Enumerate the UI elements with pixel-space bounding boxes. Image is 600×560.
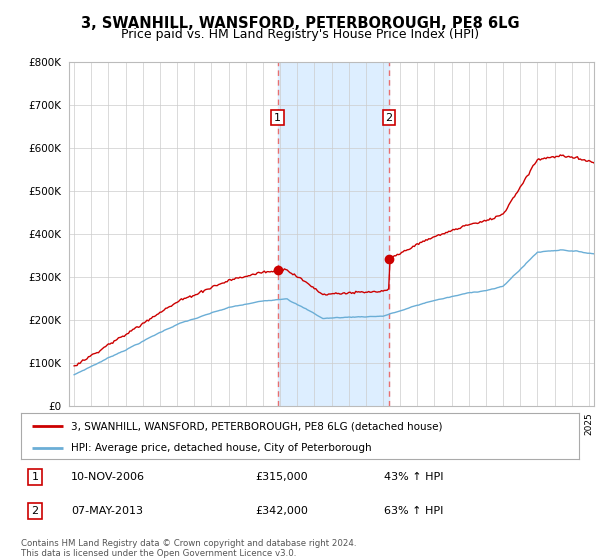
Text: 3, SWANHILL, WANSFORD, PETERBOROUGH, PE8 6LG (detached house): 3, SWANHILL, WANSFORD, PETERBOROUGH, PE8…	[71, 421, 443, 431]
Text: 2: 2	[31, 506, 38, 516]
Text: 3, SWANHILL, WANSFORD, PETERBOROUGH, PE8 6LG: 3, SWANHILL, WANSFORD, PETERBOROUGH, PE8…	[80, 16, 520, 31]
Bar	[278, 62, 389, 406]
Text: Contains HM Land Registry data © Crown copyright and database right 2024.
This d: Contains HM Land Registry data © Crown c…	[21, 539, 356, 558]
Text: £315,000: £315,000	[256, 472, 308, 482]
Text: 43% ↑ HPI: 43% ↑ HPI	[384, 472, 443, 482]
Text: 1: 1	[274, 113, 281, 123]
Text: 07-MAY-2013: 07-MAY-2013	[71, 506, 143, 516]
Text: £342,000: £342,000	[256, 506, 308, 516]
Text: 1: 1	[31, 472, 38, 482]
Text: 2: 2	[386, 113, 393, 123]
Text: 10-NOV-2006: 10-NOV-2006	[71, 472, 145, 482]
Text: 63% ↑ HPI: 63% ↑ HPI	[384, 506, 443, 516]
Text: Price paid vs. HM Land Registry's House Price Index (HPI): Price paid vs. HM Land Registry's House …	[121, 28, 479, 41]
Text: HPI: Average price, detached house, City of Peterborough: HPI: Average price, detached house, City…	[71, 443, 372, 452]
